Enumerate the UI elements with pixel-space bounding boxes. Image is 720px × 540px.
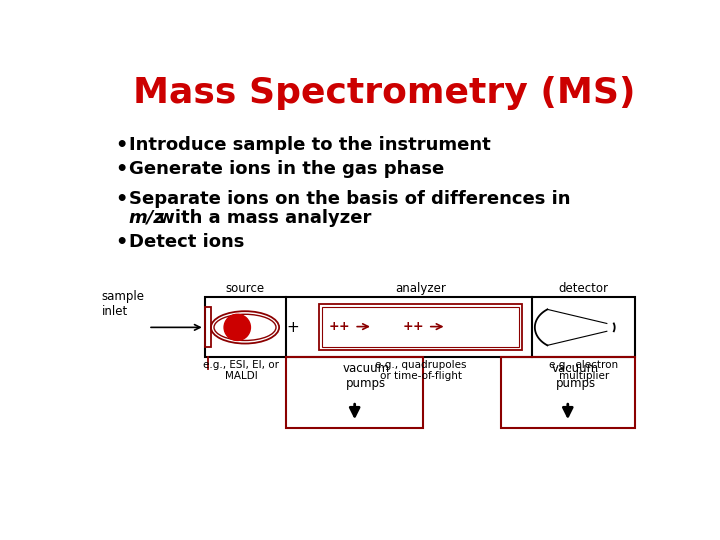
Text: •: • [114, 233, 127, 252]
Text: +: + [413, 320, 423, 333]
Text: +: + [402, 320, 413, 333]
Text: •: • [114, 160, 127, 179]
Text: vacuum
pumps: vacuum pumps [552, 362, 599, 390]
Circle shape [224, 314, 251, 340]
Bar [322, 307, 519, 347]
Text: with a mass analyzer: with a mass analyzer [152, 209, 372, 227]
Text: +: + [287, 320, 300, 335]
Bar [500, 357, 635, 428]
Text: Mass Spectrometry (MS): Mass Spectrometry (MS) [133, 76, 636, 110]
Text: detector: detector [559, 282, 608, 295]
Text: Generate ions in the gas phase: Generate ions in the gas phase [129, 160, 444, 178]
Text: m/z: m/z [129, 209, 165, 227]
Text: source: source [225, 282, 264, 295]
Text: +: + [339, 320, 349, 333]
Bar [204, 307, 211, 347]
Text: vacuum
pumps: vacuum pumps [343, 362, 390, 390]
Text: analyzer: analyzer [395, 282, 446, 295]
Text: Introduce sample to the instrument: Introduce sample to the instrument [129, 136, 490, 154]
Text: sample
inlet: sample inlet [102, 289, 145, 318]
Bar [319, 303, 523, 350]
Bar [204, 298, 635, 357]
Text: Detect ions: Detect ions [129, 233, 244, 251]
Text: e.g., ESI, EI, or
MALDI: e.g., ESI, EI, or MALDI [203, 360, 279, 381]
Text: •: • [114, 136, 127, 154]
Text: Separate ions on the basis of differences in: Separate ions on the basis of difference… [129, 190, 570, 207]
Bar [286, 357, 423, 428]
Text: e.g., quadrupoles
or time-of-flight: e.g., quadrupoles or time-of-flight [375, 360, 467, 381]
Text: •: • [114, 190, 127, 208]
Text: +: + [329, 320, 339, 333]
Text: e.g., electron
multiplier: e.g., electron multiplier [549, 360, 618, 381]
